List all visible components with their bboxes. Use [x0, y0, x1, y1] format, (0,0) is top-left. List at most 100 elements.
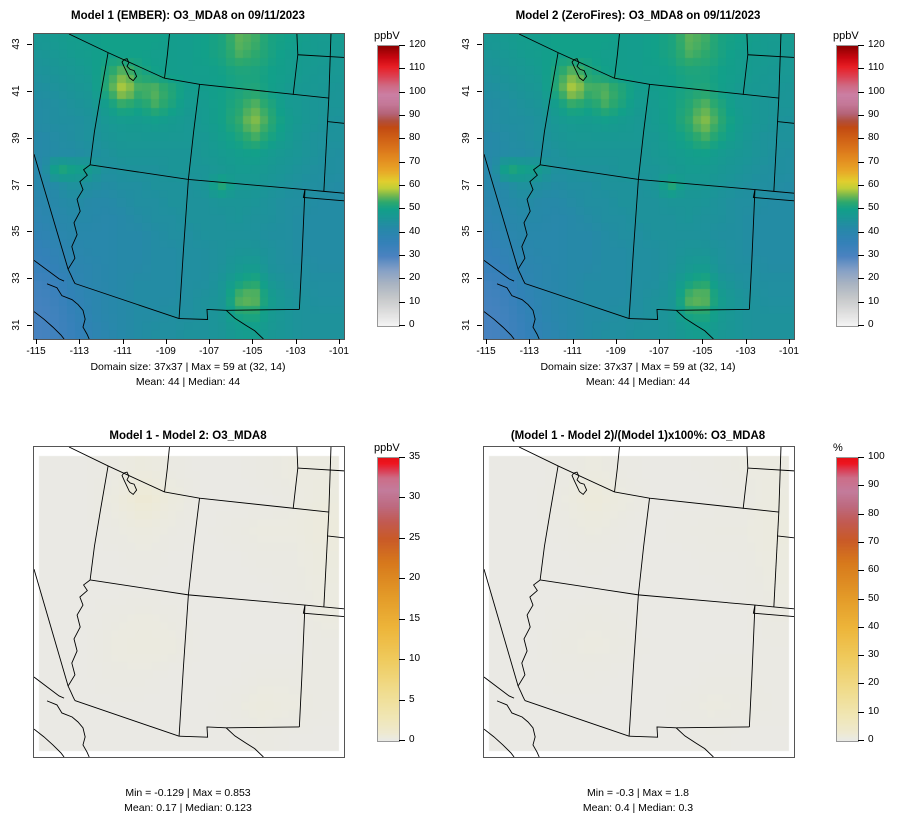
x-tick: [165, 339, 167, 344]
y-tick: [27, 137, 32, 139]
border-line: [629, 727, 676, 737]
border-line: [484, 729, 514, 757]
border-line: [165, 34, 170, 78]
colorbar-tick-label: 20: [409, 272, 421, 284]
y-tick-label: 43: [11, 38, 22, 50]
colorbar-tick-label: 0: [409, 319, 415, 330]
colorbar-tick-label: 20: [868, 677, 880, 689]
border-line: [68, 165, 90, 284]
border-line: [179, 309, 226, 319]
colorbar-tick: [858, 485, 864, 487]
border-line: [519, 34, 614, 78]
panel-model2: Model 2 (ZeroFires): O3_MDA8 on 09/11/20…: [450, 0, 900, 420]
colorbar-tick: [399, 255, 405, 256]
panel-difference: Model 1 - Model 2: O3_MDA8 Min = -0.129 …: [0, 420, 450, 840]
colorbar-tick: [399, 185, 405, 186]
border-line: [293, 34, 298, 95]
x-tick-label: -101: [778, 346, 799, 357]
colorbar-tick: [858, 255, 864, 256]
colorbar-tick: [858, 45, 864, 46]
border-line: [34, 729, 64, 757]
x-tick-label: -113: [519, 346, 539, 357]
colorbar-tick-label: 30: [409, 491, 421, 503]
y-tick: [27, 90, 32, 92]
x-tick: [209, 339, 211, 344]
colorbar-tick: [858, 598, 864, 600]
colorbar-tick: [858, 138, 864, 140]
border-line: [484, 260, 514, 281]
y-tick-label: 41: [11, 85, 22, 97]
colorbar-tick-label: 30: [409, 249, 421, 260]
colorbar-gradient: [377, 457, 400, 742]
y-tick: [477, 44, 482, 45]
colorbar-gradient: [836, 45, 859, 327]
y-tick-label: 35: [11, 225, 22, 237]
y-tick: [27, 325, 32, 327]
y-tick-label: 35: [461, 225, 472, 237]
panel-title: (Model 1 - Model 2)/(Model 1)x100%: O3_M…: [510, 430, 766, 442]
border-line: [329, 34, 331, 98]
y-tick-label: 37: [461, 178, 472, 191]
x-tick: [486, 339, 487, 344]
y-tick: [27, 44, 32, 45]
colorbar-tick: [858, 711, 864, 713]
border-line: [327, 122, 344, 124]
colorbar-tick-label: 90: [868, 109, 880, 120]
border-line: [519, 447, 614, 492]
colorbar-tick-label: 60: [868, 564, 880, 576]
stats-text: Min = -0.129 | Max = 0.853 Mean: 0.17 | …: [23, 786, 353, 815]
border-line: [572, 472, 587, 494]
raster-canvas: [34, 447, 344, 757]
colorbar-tick: [399, 138, 405, 140]
border-line: [779, 34, 781, 98]
border-line: [68, 580, 90, 701]
colorbar-tick-label: 80: [868, 132, 880, 144]
colorbar-tick-label: 40: [868, 225, 880, 237]
x-tick: [572, 339, 574, 344]
border-line: [165, 492, 329, 512]
map-plot: [33, 446, 345, 758]
colorbar-tick: [858, 301, 864, 303]
border-line: [47, 284, 89, 339]
y-tick-label: 39: [461, 132, 472, 144]
stats-line1: Domain size: 37x37 | Max = 59 at (32, 14…: [540, 361, 736, 373]
border-line: [298, 55, 344, 58]
x-tick: [122, 339, 124, 344]
border-line: [188, 498, 199, 595]
border-line: [638, 84, 649, 179]
border-line: [484, 677, 514, 698]
border-line: [572, 59, 587, 81]
stats-text: Domain size: 37x37 | Max = 59 at (32, 14…: [23, 360, 353, 389]
colorbar-tick: [399, 45, 405, 46]
border-line: [497, 284, 539, 339]
panel-percent-difference: (Model 1 - Model 2)/(Model 1)x100%: O3_M…: [450, 420, 900, 840]
x-tick: [788, 339, 790, 344]
x-tick-label: -103: [285, 346, 306, 357]
x-tick: [79, 339, 81, 344]
colorbar-tick-label: 35: [409, 451, 421, 462]
colorbar-tick-label: 110: [409, 62, 425, 74]
border-line: [518, 580, 540, 701]
stats-line1: Domain size: 37x37 | Max = 59 at (32, 14…: [90, 361, 286, 373]
colorbar-tick-label: 40: [409, 225, 421, 237]
colorbar-tick: [399, 208, 405, 210]
x-tick: [745, 339, 747, 344]
colorbar-tick: [399, 91, 405, 93]
panel-title: Model 2 (ZeroFires): O3_MDA8 on 09/11/20…: [515, 10, 761, 22]
y-tick: [477, 231, 482, 233]
colorbar-tick-label: 30: [868, 249, 880, 260]
colorbar-tick-label: 100: [868, 451, 885, 462]
colorbar-tick: [399, 578, 405, 580]
x-tick: [252, 339, 254, 344]
border-line: [749, 190, 755, 310]
border-line: [497, 701, 539, 757]
border-line: [743, 34, 748, 95]
y-tick-label: 33: [11, 272, 22, 284]
colorbar-tick: [399, 659, 405, 661]
x-tick-label: -103: [735, 346, 756, 357]
colorbar-tick-label: 15: [409, 612, 421, 624]
x-tick: [615, 339, 617, 344]
colorbar-tick: [858, 570, 864, 572]
border-line: [90, 466, 108, 580]
border-line: [69, 447, 164, 492]
